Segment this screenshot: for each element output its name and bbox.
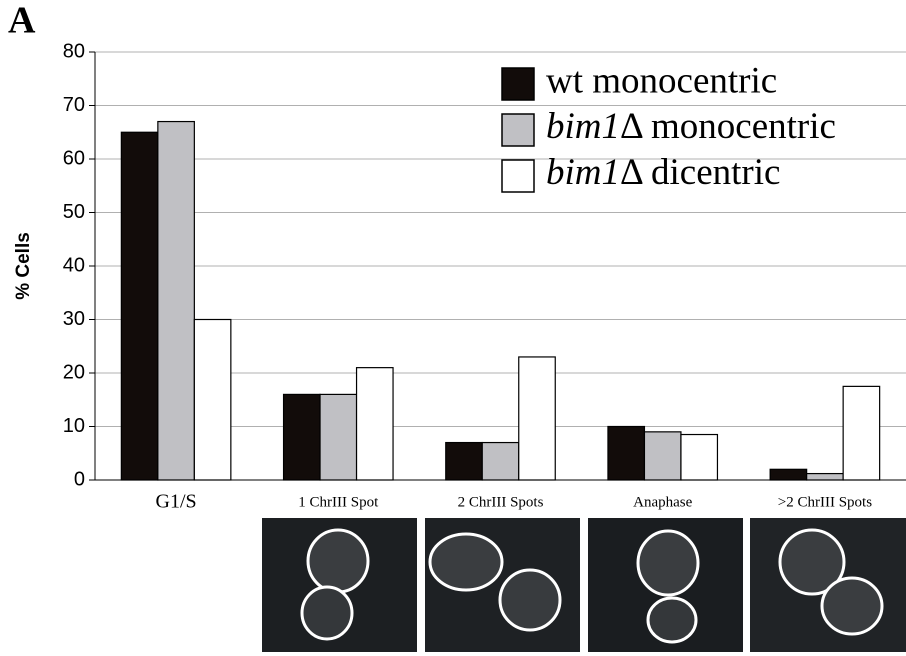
micrographs (262, 518, 906, 652)
y-tick-label: 80 (63, 40, 85, 62)
bar (482, 443, 519, 480)
y-axis-label: % Cells (13, 232, 34, 300)
y-tick-label: 0 (74, 468, 85, 490)
bar (843, 386, 880, 480)
x-tick-label: >2 ChrIII Spots (778, 494, 872, 510)
cell-outline (638, 531, 698, 595)
bar (284, 394, 321, 480)
x-tick-label: G1/S (156, 491, 197, 513)
bar (807, 474, 844, 480)
bar (357, 368, 394, 480)
bar (770, 469, 807, 480)
bar (644, 432, 681, 480)
y-tick-label: 20 (63, 361, 85, 383)
bar (681, 435, 718, 480)
chart: A % Cells 0 10 20 30 40 50 60 70 80 G1/S 1 ChrIII … (0, 0, 906, 656)
y-tick-label: 10 (63, 415, 85, 437)
cell-outline (648, 598, 696, 642)
bar (608, 427, 645, 481)
bar (446, 443, 483, 480)
legend-label: bim1Δ dicentric (546, 152, 780, 193)
legend-label: wt monocentric (546, 60, 777, 101)
legend-swatch (502, 114, 534, 146)
bar (194, 320, 231, 481)
y-tick-label: 50 (63, 201, 85, 223)
bar (121, 132, 158, 480)
bar (320, 394, 357, 480)
panel-label: A (8, 0, 36, 42)
cell-outline (302, 587, 352, 639)
y-tick-label: 30 (63, 308, 85, 330)
cell-outline (500, 570, 560, 630)
legend-swatch (502, 68, 534, 100)
bar (519, 357, 556, 480)
x-tick-label: 2 ChrIII Spots (458, 494, 544, 510)
x-tick-label: 1 ChrIII Spot (298, 494, 379, 510)
cell-outline (822, 578, 882, 634)
legend-swatch (502, 160, 534, 192)
x-tick-label: Anaphase (633, 494, 692, 510)
page: A % Cells 0 10 20 30 40 50 60 70 80 G1/S 1 ChrIII … (0, 0, 906, 656)
bar (158, 122, 195, 480)
y-tick-label: 70 (63, 94, 85, 116)
cell-outline (430, 534, 502, 590)
y-tick-label: 40 (63, 254, 85, 276)
cell-outline (308, 530, 368, 592)
y-tick-label: 60 (63, 147, 85, 169)
legend-label: bim1Δ monocentric (546, 106, 836, 147)
